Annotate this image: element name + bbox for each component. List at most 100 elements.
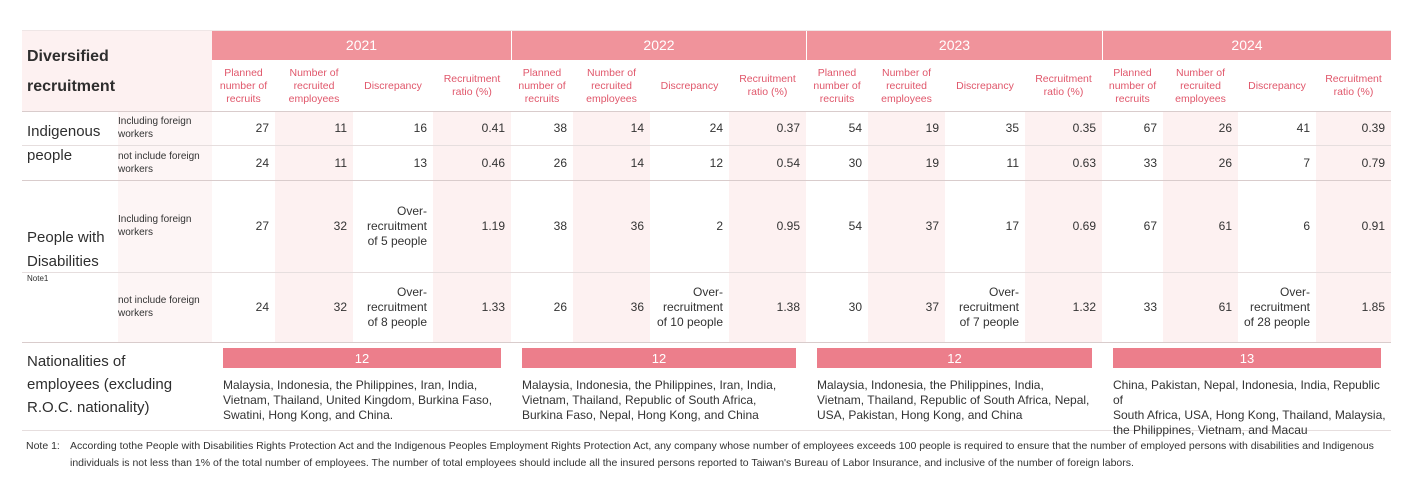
shaded-column-recruited [1163, 111, 1238, 342]
cell-recruited: 14 [630, 121, 644, 135]
cell-planned: 67 [1143, 121, 1157, 135]
cell-ratio: 0.63 [1072, 155, 1096, 170]
cell-discrepancy: 13 [413, 155, 427, 170]
cell-ratio: 1.33 [481, 300, 505, 314]
bottom-divider [22, 430, 1391, 431]
top-border [22, 30, 1391, 31]
cell-ratio: 0.95 [776, 219, 800, 233]
cell-discrepancy: 11 [1006, 155, 1019, 170]
nationality-list: Malaysia, Indonesia, the Philippines, Ir… [522, 378, 777, 422]
cell-recruited: 26 [1218, 121, 1232, 135]
cell-ratio: 0.37 [776, 121, 800, 135]
cell-recruited: 36 [630, 300, 644, 314]
cell-planned: 27 [255, 121, 269, 135]
nationality-list: Malaysia, Indonesia, the Philippines, In… [817, 378, 1090, 422]
footnote-label: Note 1: [26, 440, 60, 452]
cell-discrepancy: 7 [1303, 155, 1310, 170]
cell-discrepancy: Over-recruitment of 28 people [1243, 284, 1310, 329]
header-recruited: Number of recruited employees [1175, 66, 1226, 105]
cell-ratio: 1.85 [1361, 300, 1385, 314]
cell-recruited: 19 [925, 155, 939, 170]
nationalities-label: Nationalities of employees (excluding R.… [27, 350, 172, 419]
cell-ratio: 0.39 [1361, 121, 1385, 135]
footnote-text: According tothe People with Disabilities… [70, 440, 1374, 469]
cell-recruited: 37 [925, 300, 939, 314]
row-divider [22, 272, 1391, 273]
cell-recruited: 32 [333, 300, 347, 314]
cell-recruited: 19 [925, 121, 939, 135]
cell-planned: 30 [848, 155, 862, 170]
shaded-column-ratio [729, 111, 806, 342]
cell-planned: 33 [1143, 155, 1157, 170]
cell-discrepancy: 35 [1005, 121, 1019, 135]
cell-ratio: 0.35 [1072, 121, 1096, 135]
cell-planned: 24 [255, 300, 269, 314]
cell-planned: 54 [848, 219, 862, 233]
cell-planned: 26 [553, 300, 567, 314]
indigenous-label: Indigenous people [27, 120, 100, 168]
title-line2: recruitment [27, 78, 116, 95]
disabilities-label: People with Disabilities Note1 [27, 226, 105, 284]
nationality-count-bar: 12 [817, 348, 1092, 368]
disabilities-label-line1: People with [27, 229, 105, 246]
row-divider [22, 145, 1391, 146]
cell-discrepancy: 16 [413, 121, 427, 135]
shaded-column-ratio [433, 111, 511, 342]
cell-planned: 33 [1143, 300, 1157, 314]
cell-planned: 54 [848, 121, 862, 135]
cell-discrepancy: 12 [709, 155, 723, 170]
table-title: Diversified recruitment [27, 42, 115, 102]
cell-discrepancy: Over-recruitment of 7 people [958, 284, 1019, 329]
cell-planned: 27 [255, 219, 269, 233]
cell-ratio: 0.69 [1072, 219, 1096, 233]
header-planned: Planned number of recruits [1108, 66, 1157, 105]
header-discrepancy: Discrepancy [956, 79, 1014, 92]
header-recruited: Number of recruited employees [586, 66, 637, 105]
header-ratio: Recruitment ratio (%) [1035, 73, 1092, 98]
cell-discrepancy: Over-recruitment of 8 people [366, 284, 427, 329]
header-recruited: Number of recruited employees [881, 66, 932, 105]
cell-discrepancy: Over-recruitment of 10 people [656, 284, 723, 329]
cell-recruited: 11 [334, 155, 347, 170]
header-recruited: Number of recruited employees [288, 66, 340, 105]
cell-planned: 24 [255, 155, 269, 170]
header-planned: Planned number of recruits [813, 66, 861, 105]
sublabel-background [118, 111, 212, 342]
cell-ratio: 0.41 [481, 121, 505, 135]
sub-label-not-including: not include foreign workers [118, 150, 200, 175]
cell-recruited: 36 [630, 219, 644, 233]
cell-discrepancy: 17 [1005, 218, 1019, 233]
indigenous-label-line1: Indigenous [27, 123, 101, 140]
nationality-list: Malaysia, Indonesia, the Philippines, Ir… [223, 378, 493, 422]
cell-discrepancy: Over-recruitment of 5 people [366, 203, 427, 248]
cell-planned: 67 [1143, 219, 1157, 233]
cell-recruited: 61 [1218, 219, 1232, 233]
cell-ratio: 0.46 [481, 155, 505, 170]
cell-ratio: 0.54 [776, 155, 800, 170]
year-header-2021: 2021 [212, 30, 511, 60]
year-header-2022: 2022 [512, 30, 806, 60]
shaded-column-recruited [868, 111, 945, 342]
header-ratio: Recruitment ratio (%) [739, 73, 796, 98]
cell-planned: 38 [553, 121, 567, 135]
title-background [22, 30, 212, 111]
nationality-list: China, Pakistan, Nepal, Indonesia, India… [1113, 378, 1386, 437]
nationalities-label-line3: R.O.C. nationality) [27, 399, 150, 416]
sub-label-not-including: not include foreign workers [118, 295, 200, 319]
cell-recruited: 14 [630, 155, 644, 170]
row-divider [22, 180, 1391, 181]
nationalities-label-line1: Nationalities of [27, 353, 126, 370]
header-discrepancy: Discrepancy [1248, 79, 1306, 92]
cell-planned: 26 [553, 155, 567, 170]
shaded-column-recruited [275, 111, 353, 342]
cell-ratio: 1.32 [1072, 300, 1096, 314]
title-line1: Diversified [27, 48, 109, 65]
cell-discrepancy: 41 [1296, 121, 1310, 135]
row-divider [22, 111, 1391, 112]
cell-discrepancy: 2 [716, 218, 723, 233]
cell-ratio: 1.19 [481, 219, 505, 233]
cell-recruited: 32 [333, 219, 347, 233]
nationalities-label-line2: employees (excluding [27, 376, 173, 393]
cell-recruited: 61 [1218, 300, 1232, 314]
header-ratio: Recruitment ratio (%) [1325, 73, 1382, 98]
